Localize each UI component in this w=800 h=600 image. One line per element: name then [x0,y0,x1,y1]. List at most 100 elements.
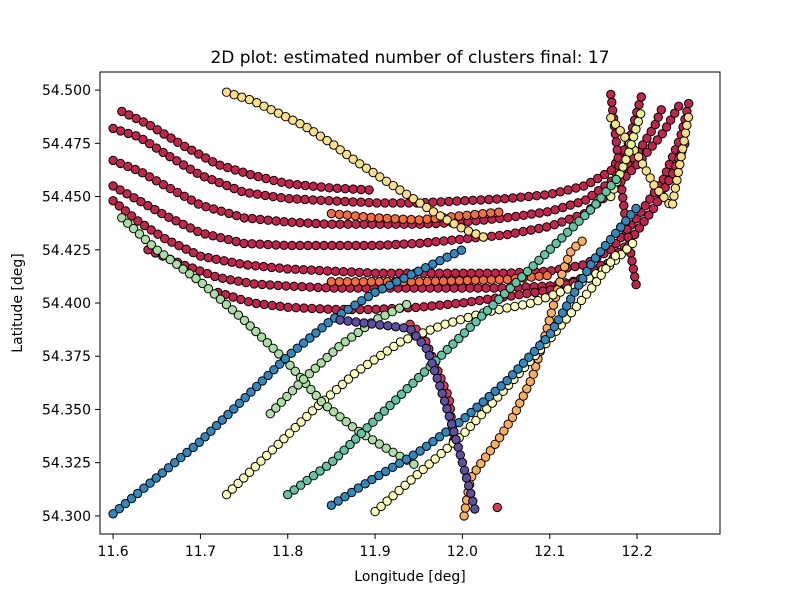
data-point [371,304,381,314]
data-point [303,218,313,228]
data-point [601,264,611,274]
data-point [139,220,150,231]
data-point [179,191,190,202]
data-point [356,428,367,439]
data-point [398,214,408,224]
data-point [224,208,234,219]
data-point [246,387,256,397]
data-point [518,358,529,368]
data-point [422,214,432,224]
data-point [271,403,281,413]
data-point [359,318,369,328]
data-point [586,259,596,270]
data-point [490,439,500,449]
data-point [267,445,278,455]
data-point [314,265,325,276]
data-point [415,446,425,456]
data-point [307,406,318,416]
data-point [203,284,214,294]
data-point [302,475,312,486]
data-point [640,201,650,211]
data-point [298,338,309,348]
data-point [308,471,319,481]
data-point [229,404,239,414]
data-point [139,483,149,493]
data-point [494,207,504,217]
data-point [311,218,321,229]
data-point [269,365,279,375]
data-point [534,208,545,218]
data-point [540,250,550,260]
data-point [275,301,285,311]
data-point [427,301,437,311]
data-point [349,369,360,379]
data-point [316,182,326,192]
data-point [223,234,234,245]
data-point [555,187,565,197]
data-point [295,240,305,251]
data-point [385,400,395,411]
data-point [422,276,433,287]
data-point [391,239,401,250]
data-point [263,370,273,381]
data-point [455,234,465,245]
data-point [333,496,343,506]
data-point [157,468,168,478]
data-point [396,198,406,208]
data-point [442,443,452,453]
data-point [274,359,285,369]
chart-title: 2D plot: estimated number of clusters fi… [210,48,609,68]
data-point [296,480,306,490]
data-point [619,200,629,211]
data-point [465,421,476,432]
data-point [362,359,373,370]
data-point [503,212,513,223]
data-point [347,422,358,432]
data-point [356,364,366,374]
data-point [612,145,622,155]
data-point [529,346,540,357]
data-point [303,240,313,251]
data-point [276,193,286,203]
data-point [194,149,204,159]
data-point [325,390,336,400]
data-point [327,219,337,229]
data-point [329,407,339,417]
data-point [108,181,118,191]
data-point [510,301,520,312]
data-point [128,223,139,234]
data-point [401,299,412,310]
data-point [381,443,391,453]
data-point [551,238,561,249]
data-point [282,264,293,274]
data-point [434,268,445,278]
data-point [492,194,502,204]
data-point [637,159,648,169]
data-point [353,483,364,493]
data-point [570,287,580,297]
data-point [170,458,180,468]
data-point [507,412,518,423]
data-point [566,294,576,304]
data-point [279,240,289,251]
data-point [308,195,318,205]
data-point [340,196,350,207]
data-point [292,194,302,204]
data-point [436,448,446,459]
data-point [133,216,143,226]
data-point [451,298,461,309]
data-point [430,454,440,464]
data-point [326,277,337,287]
data-point [634,100,644,110]
data-point [596,193,606,203]
data-point [382,496,392,506]
data-point [459,465,470,475]
data-point [596,270,606,280]
data-point [391,395,401,405]
data-point [633,116,643,127]
data-point [311,390,321,401]
data-point [172,187,183,198]
data-point [281,281,291,291]
data-point [289,281,299,291]
data-point [648,203,659,214]
